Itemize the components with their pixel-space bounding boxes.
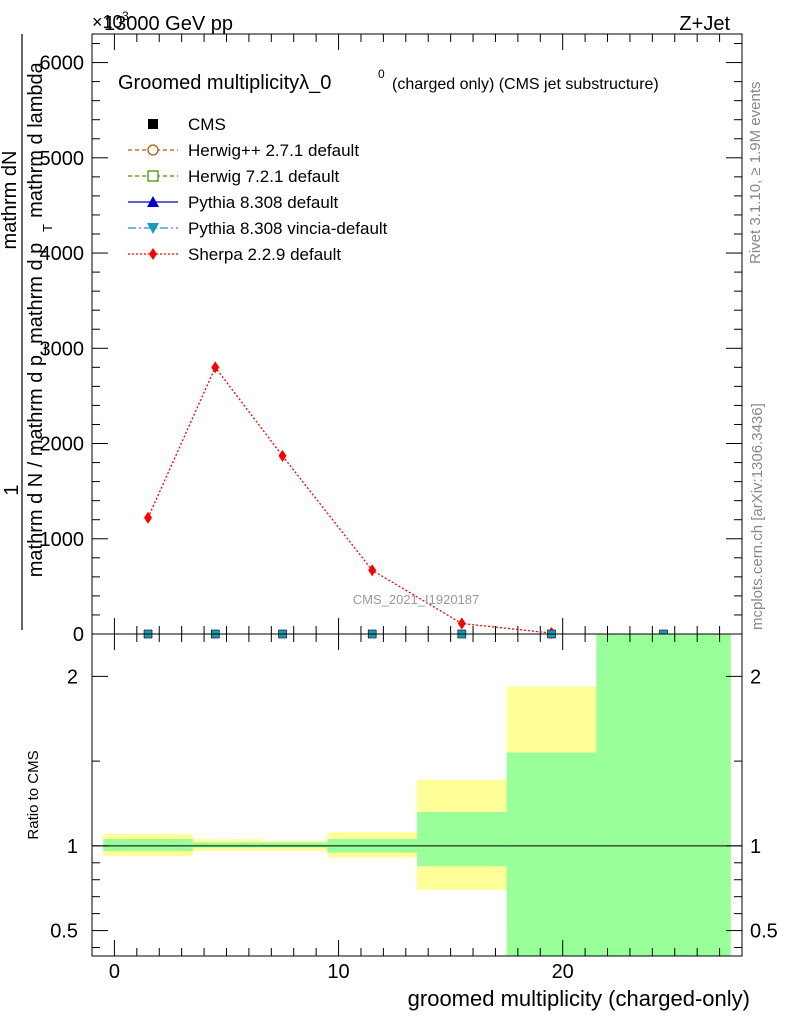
rivet-label: Rivet 3.1.10, ≥ 1.9M events bbox=[747, 82, 764, 265]
y-label-dlambda: mathrm d lambda bbox=[25, 61, 47, 217]
x-tick-label: 0 bbox=[109, 961, 120, 983]
y-tick-label: 3000 bbox=[40, 338, 85, 360]
ratio-y-tick-label-left: 0.5 bbox=[50, 921, 78, 943]
green-uncertainty-band bbox=[506, 752, 597, 956]
ratio-y-tick-label-left: 1 bbox=[67, 836, 78, 858]
green-uncertainty-band bbox=[596, 634, 731, 956]
x-tick-label: 10 bbox=[327, 961, 349, 983]
x-axis-label: groomed multiplicity (charged-only) bbox=[408, 986, 750, 1011]
plot-title: Groomed multiplicityλ_0 bbox=[118, 72, 331, 94]
legend-entry: Pythia 8.308 vincia-default bbox=[128, 219, 388, 238]
y-tick-label: 5000 bbox=[40, 148, 85, 170]
ratio-y-tick-label-right: 2 bbox=[750, 666, 761, 688]
legend-entry: CMS bbox=[148, 115, 226, 134]
plot-title-superscript: 0 bbox=[378, 67, 385, 81]
green-uncertainty-band bbox=[103, 839, 193, 851]
legend-entry: Herwig++ 2.7.1 default bbox=[128, 141, 359, 160]
green-uncertainty-band bbox=[417, 811, 507, 867]
legend-marker-diamond bbox=[149, 248, 157, 260]
ratio-bands bbox=[92, 634, 742, 956]
legend-label: Herwig++ 2.7.1 default bbox=[188, 141, 359, 160]
legend-label: Pythia 8.308 default bbox=[188, 193, 339, 212]
y-label-numerator-one: 1 bbox=[1, 484, 23, 495]
sherpa-line bbox=[147, 366, 552, 634]
ratio-panel: 0.5 0.51 12 20 10 20 Ratio to CMS groomed mul… bbox=[25, 633, 778, 1011]
y-tick-label: 2000 bbox=[40, 434, 85, 456]
legend-label: Sherpa 2.2.9 default bbox=[188, 245, 341, 264]
process-label: Z+Jet bbox=[679, 13, 730, 35]
exponent-power: 3 bbox=[122, 9, 129, 23]
x-tick-label: 20 bbox=[552, 961, 574, 983]
sherpa-point bbox=[211, 361, 220, 374]
y-tick-label: 1000 bbox=[40, 529, 85, 551]
mcplots-label: mcplots.cern.ch [arXiv:1306.3436] bbox=[749, 403, 766, 630]
legend-label: CMS bbox=[188, 115, 226, 134]
green-uncertainty-band bbox=[192, 842, 261, 848]
sherpa-point bbox=[144, 511, 153, 524]
legend-entry: Pythia 8.308 default bbox=[128, 193, 339, 212]
y-label-denominator: mathrm d N / mathrm d p_mathrm d p bbox=[25, 243, 47, 578]
legend-marker-open-square bbox=[147, 170, 159, 182]
legend-marker-triangle bbox=[147, 196, 159, 207]
y-tick-label: 4000 bbox=[40, 243, 85, 265]
ratio-y-tick-label-left: 2 bbox=[67, 666, 78, 688]
legend-entry: Herwig 7.2.1 default bbox=[128, 167, 339, 186]
ratio-y-label: Ratio to CMS bbox=[25, 750, 42, 839]
watermark: CMS_2021_I1920187 bbox=[353, 592, 480, 607]
sherpa-point bbox=[457, 617, 466, 630]
exponent-label: ×10 bbox=[92, 12, 123, 32]
ratio-y-tick-label-right: 0.5 bbox=[750, 921, 778, 943]
plot-title-suffix: (charged only) (CMS jet substructure) bbox=[392, 76, 659, 93]
y-label-dn: mathrm dN bbox=[0, 151, 21, 250]
energy-label: 13000 GeV pp bbox=[104, 13, 233, 35]
legend-marker-triangle-down bbox=[147, 223, 159, 234]
legend-marker-circle bbox=[147, 144, 159, 156]
y-tick-label: 6000 bbox=[40, 53, 85, 75]
legend-marker-square bbox=[148, 119, 158, 129]
legend-entry: Sherpa 2.2.9 default bbox=[128, 245, 341, 264]
y-tick-label: 0 bbox=[73, 624, 84, 646]
ratio-plot-ticks: 0.5 0.51 12 20 10 20 bbox=[50, 634, 778, 983]
main-plot-panel: 0 1000 2000 3000 4000 5000 6000 Groomed multip… bbox=[0, 33, 743, 646]
legend-label: Herwig 7.2.1 default bbox=[188, 167, 339, 186]
sherpa-point bbox=[368, 564, 377, 577]
legend: CMS Herwig++ 2.7.1 default Herwig 7.2.1 de… bbox=[128, 115, 388, 264]
y-axis-label: 1 mathrm dN mathrm d N / mathrm d p_math… bbox=[0, 34, 55, 630]
ratio-y-tick-label-right: 1 bbox=[750, 836, 761, 858]
main-plot-ticks: 0 1000 2000 3000 4000 5000 6000 bbox=[40, 34, 742, 646]
legend-label: Pythia 8.308 vincia-default bbox=[188, 219, 388, 238]
ratio-plot-frame bbox=[91, 633, 743, 957]
sherpa-point bbox=[278, 449, 287, 462]
y-label-subscript-t: T bbox=[40, 224, 55, 232]
green-uncertainty-band bbox=[260, 842, 328, 848]
